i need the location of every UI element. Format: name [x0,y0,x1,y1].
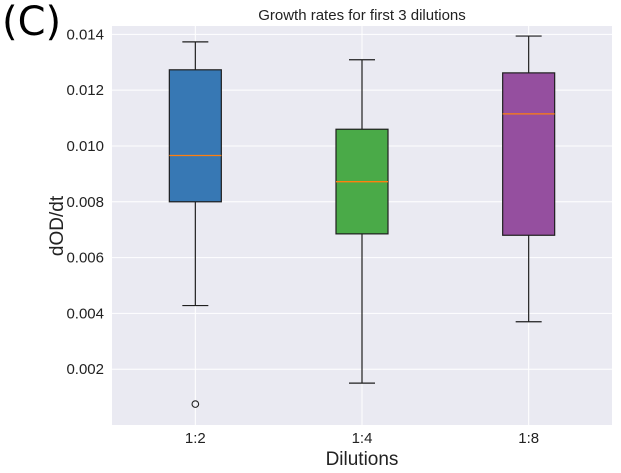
box-2 [335,59,389,384]
y-tick-label: 0.008 [66,194,104,211]
y-tick-label: 0.014 [66,26,104,43]
y-axis-label: dOD/dt [47,195,68,256]
box-iqr [502,72,556,236]
boxes [168,35,556,408]
x-tick-label: 1:2 [185,430,206,447]
box-iqr [168,69,222,203]
x-axis-label: Dilutions [326,449,399,470]
x-tick-label: 1:8 [518,430,539,447]
panel-label: (C) [2,0,62,45]
y-tick-label: 0.012 [66,82,104,99]
y-tick-label: 0.010 [66,138,104,155]
chart-title: Growth rates for first 3 dilutions [258,7,466,24]
y-tick-label: 0.006 [66,250,104,267]
y-tick-labels: 0.002 0.004 0.006 0.008 0.010 0.012 0.014 [66,26,104,378]
box-1 [168,41,222,408]
y-tick-label: 0.004 [66,305,104,322]
outlier-point [191,400,200,408]
x-tick-labels: 1:2 1:4 1:8 [185,430,539,447]
y-tick-label: 0.002 [66,361,104,378]
x-tick-label: 1:4 [352,430,373,447]
box-3 [502,35,556,323]
